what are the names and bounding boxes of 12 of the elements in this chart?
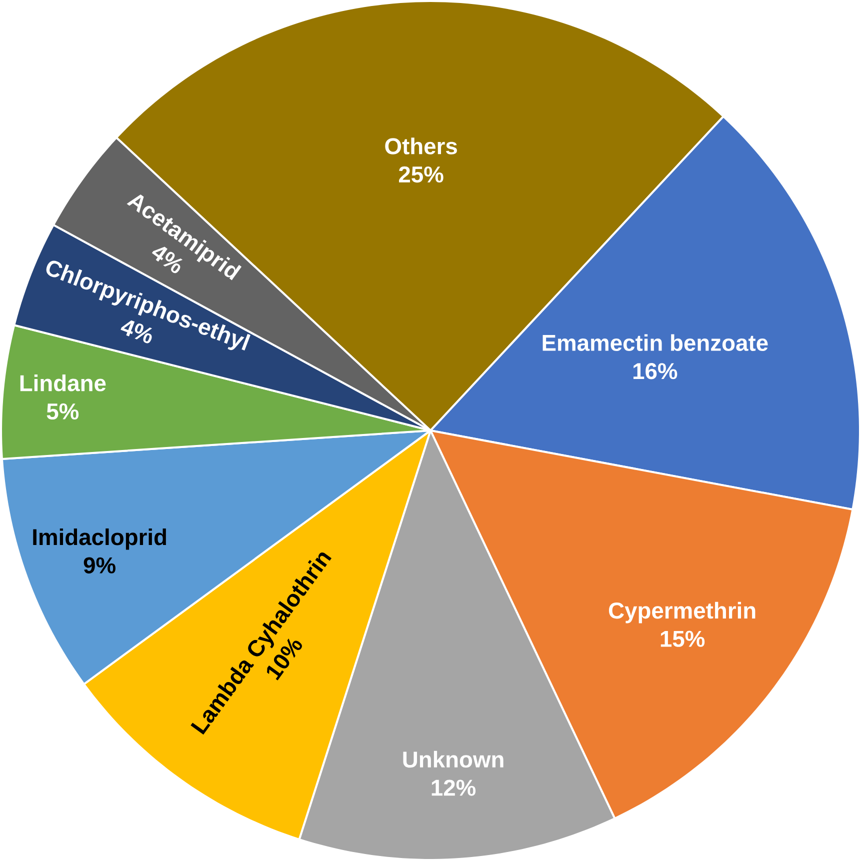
data-label: 9% [84, 557, 116, 574]
data-label: 15% [660, 630, 705, 647]
data-label: 25% [398, 166, 444, 183]
data-label: 5% [46, 403, 79, 420]
slice-label: Lindane [20, 374, 106, 392]
slice-label: Others [385, 138, 457, 154]
data-label: 12% [432, 780, 476, 796]
data-label: 16% [633, 363, 678, 380]
slice-label: Unknown [403, 750, 504, 768]
slice-label: Emamectin benzoate [542, 334, 768, 352]
slice-label: Imidacloprid [33, 528, 166, 550]
slice-label: Cypermethrin [608, 602, 756, 624]
